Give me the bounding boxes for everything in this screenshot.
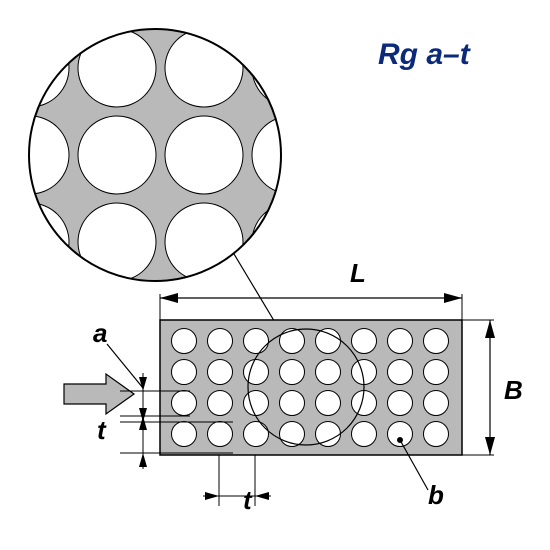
dimension-label-B: B	[504, 375, 523, 406]
dimension-label-a: a	[93, 318, 107, 349]
diagram-svg	[0, 0, 550, 550]
dimension-label-t-vert: t	[97, 415, 106, 446]
dimension-label-b: b	[428, 480, 444, 511]
dimension-label-t-horiz: t	[243, 485, 252, 516]
dimension-label-L: L	[350, 258, 366, 289]
diagram-canvas: Rg a–t L B a t t b	[0, 0, 550, 550]
